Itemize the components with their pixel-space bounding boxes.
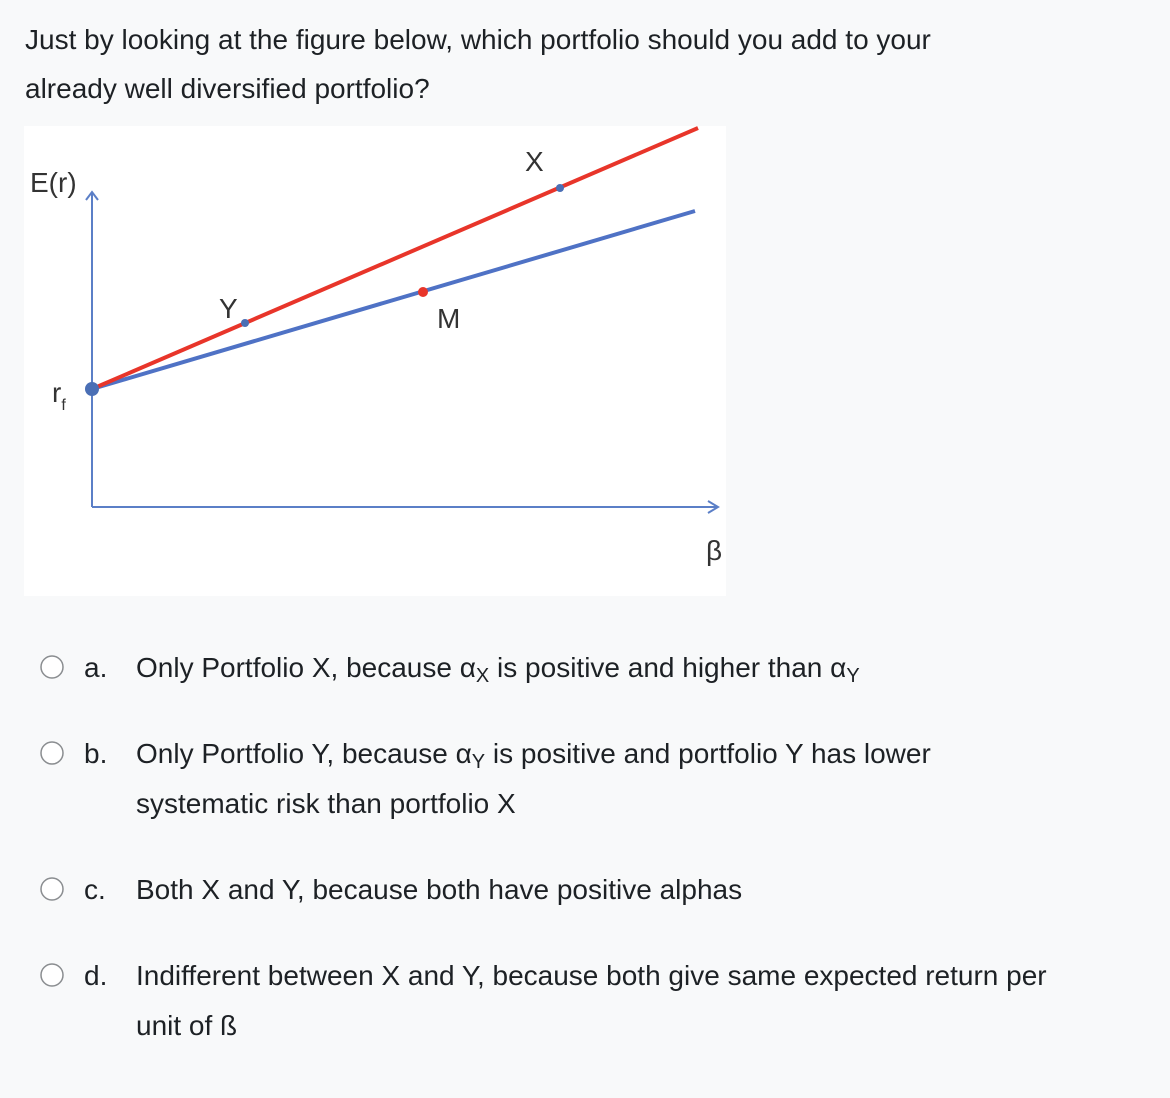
sml-line xyxy=(91,209,696,391)
option-text[interactable]: systematic risk than portfolio X xyxy=(136,788,516,819)
point-x xyxy=(556,184,564,192)
options: a. Only Portfolio X, because αX is positi… xyxy=(40,652,1047,1041)
option-text[interactable]: Only Portfolio Y, because αY is positive… xyxy=(136,738,931,773)
option-text[interactable]: unit of ß xyxy=(136,1010,237,1041)
question-line: already well diversified portfolio? xyxy=(25,73,430,104)
subscript: X xyxy=(476,665,489,687)
x-axis-arrow xyxy=(707,500,720,514)
option-text[interactable]: Both X and Y, because both have positive… xyxy=(136,874,742,905)
text-segment: Indifferent between X and Y, because bot… xyxy=(136,960,1047,991)
text-segment: Only Portfolio Y, because α xyxy=(136,738,472,769)
rf-label-sub: f xyxy=(61,397,66,414)
option-letter: d. xyxy=(84,960,107,991)
rf-label-main: r xyxy=(52,377,61,408)
subscript: Y xyxy=(472,751,485,773)
rf-point xyxy=(85,382,99,396)
radio-button[interactable] xyxy=(40,741,64,765)
y-axis-arrow xyxy=(85,190,99,201)
point-label: X xyxy=(525,146,544,177)
subscript: Y xyxy=(846,665,859,687)
red-line xyxy=(91,126,699,391)
question-line: Just by looking at the figure below, whi… xyxy=(25,24,931,55)
y-axis-label: E(r) xyxy=(30,167,77,198)
option-letter: a. xyxy=(84,652,107,683)
option-letter: c. xyxy=(84,874,106,905)
x-axis-label: β xyxy=(706,535,722,566)
point-y xyxy=(241,319,249,327)
point-label: Y xyxy=(219,293,238,324)
text-segment: systematic risk than portfolio X xyxy=(136,788,516,819)
text-segment: Only Portfolio X, because α xyxy=(136,652,476,683)
point-m xyxy=(418,287,428,297)
option-text[interactable]: Indifferent between X and Y, because bot… xyxy=(136,960,1047,991)
figure: E(r) rf Y M X β xyxy=(24,126,726,596)
text-segment: is positive and portfolio Y has lower xyxy=(485,738,931,769)
text-segment: is positive and higher than α xyxy=(489,652,846,683)
option-letter: b. xyxy=(84,738,107,769)
radio-button[interactable] xyxy=(40,963,64,987)
figure-background xyxy=(24,126,726,596)
option-text[interactable]: Only Portfolio X, because αX is positive… xyxy=(136,652,860,687)
text-segment: unit of ß xyxy=(136,1010,237,1041)
radio-button[interactable] xyxy=(40,877,64,901)
rf-label: rf xyxy=(52,377,66,414)
point-label: M xyxy=(437,303,460,334)
text-segment: Both X and Y, because both have positive… xyxy=(136,874,742,905)
radio-button[interactable] xyxy=(40,655,64,679)
